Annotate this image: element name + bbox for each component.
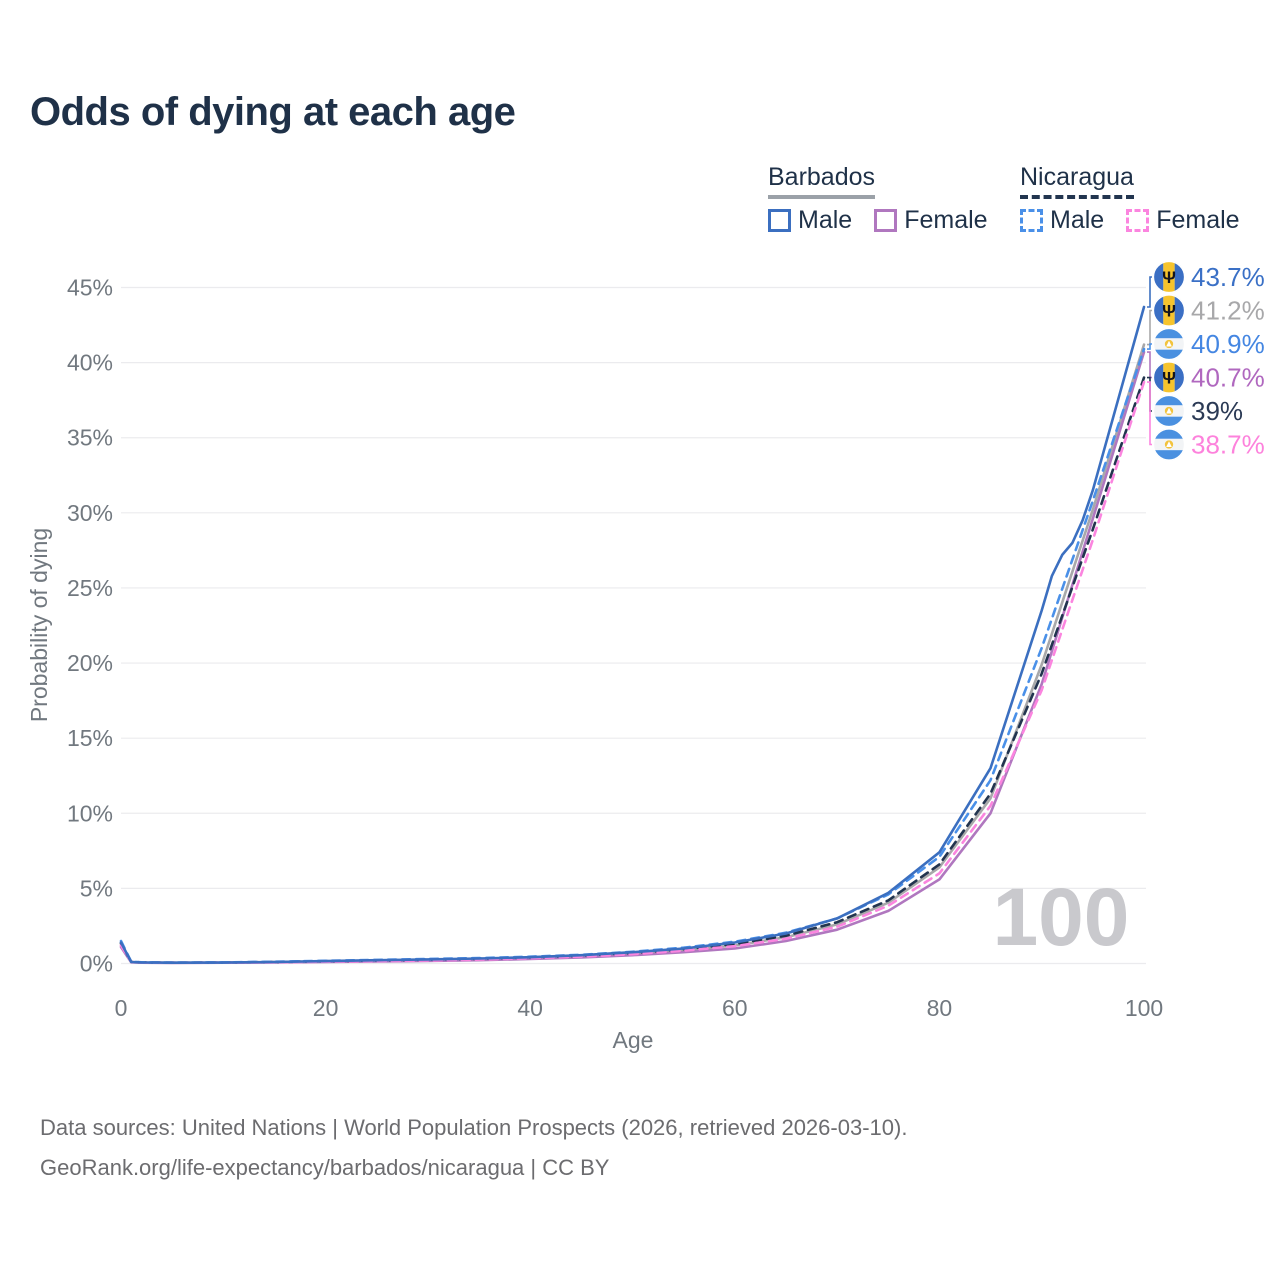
x-tick-label: 20 (313, 995, 339, 1021)
legend-item-barbados-male[interactable]: Male (768, 206, 852, 235)
legend-item-nicaragua-male[interactable]: Male (1020, 206, 1104, 235)
leader-line-bf (1147, 351, 1152, 379)
legend-label-barbados-male: Male (798, 206, 853, 234)
series-line-nf (119, 380, 1146, 964)
legend-swatch-nicaragua-female[interactable] (1126, 209, 1150, 232)
y-tick-label: 15% (67, 725, 113, 751)
x-tick-label: 100 (1125, 995, 1163, 1021)
leader-line-bt (1147, 309, 1152, 346)
source-attribution: Data sources: United Nations | World Pop… (40, 1108, 907, 1188)
y-tick-label: 40% (67, 350, 113, 376)
leader-line-bm (1147, 276, 1152, 308)
legend-group-nicaragua: Nicaragua Male Female (1020, 163, 1240, 235)
legend-label-barbados-female: Female (904, 206, 988, 234)
flag-icon-barbados (1152, 361, 1186, 395)
x-tick-label: 40 (517, 995, 543, 1021)
end-value-label-bt: 41.2% (1191, 296, 1265, 326)
watermark-age-100: 100 (993, 872, 1130, 963)
y-tick-label: 0% (80, 951, 113, 977)
flag-icon-barbados (1152, 294, 1186, 328)
leader-line-nf (1147, 381, 1152, 446)
source-line-2: GeoRank.org/life-expectancy/barbados/nic… (40, 1155, 610, 1180)
end-value-label-nm: 40.9% (1191, 329, 1265, 359)
flag-icon-nicaragua (1152, 428, 1186, 462)
page-title: Odds of dying at each age (30, 90, 516, 134)
x-tick-label: 60 (722, 995, 748, 1021)
y-tick-label: 20% (67, 650, 113, 676)
y-tick-label: 45% (67, 275, 113, 301)
y-tick-label: 25% (67, 575, 113, 601)
legend-group-title-nicaragua[interactable]: Nicaragua (1020, 163, 1134, 199)
gridlines (121, 286, 1146, 965)
legend-group-barbados: Barbados Male Female (768, 163, 988, 235)
flag-icon-nicaragua (1152, 394, 1186, 428)
y-tick-label: 30% (67, 500, 113, 526)
y-tick-label: 5% (80, 875, 113, 901)
y-axis-title: Probability of dying (26, 528, 52, 722)
end-value-label-nt: 39% (1191, 396, 1243, 426)
x-axis-title: Age (613, 1027, 654, 1053)
axis-ticks: 0% 5% 10% 15% 20% 25% 30% 35% 40% 45% 0 20 40 60 80 100 (67, 275, 1163, 1022)
flag-icon-nicaragua (1152, 327, 1186, 361)
source-line-1: Data sources: United Nations | World Pop… (40, 1115, 908, 1140)
y-tick-label: 10% (67, 800, 113, 826)
series-line-nm (119, 347, 1146, 964)
end-labels: 43.7% 41.2%40.9% 40.7%39% 38.7% (1147, 260, 1265, 462)
legend-label-nicaragua-female: Female (1156, 206, 1240, 234)
legend-group-title-barbados[interactable]: Barbados (768, 163, 876, 199)
x-tick-label: 80 (927, 995, 953, 1021)
series-line-nt (119, 376, 1146, 964)
series-lines (119, 305, 1146, 965)
end-value-label-bm: 43.7% (1191, 262, 1265, 292)
flag-icon-barbados (1152, 260, 1186, 294)
legend-item-barbados-female[interactable]: Female (874, 206, 988, 235)
leader-line-nm (1147, 343, 1152, 350)
end-value-label-bf: 40.7% (1191, 363, 1265, 393)
legend-swatch-barbados-female[interactable] (874, 209, 898, 232)
series-line-bm (119, 305, 1146, 964)
legend-swatch-barbados-male[interactable] (768, 209, 791, 232)
series-line-bf (119, 350, 1146, 965)
end-value-label-nf: 38.7% (1191, 430, 1265, 460)
legend-item-nicaragua-female[interactable]: Female (1126, 206, 1240, 235)
legend-label-nicaragua-male: Male (1050, 206, 1105, 234)
x-tick-label: 0 (115, 995, 128, 1021)
y-tick-label: 35% (67, 425, 113, 451)
legend-swatch-nicaragua-male[interactable] (1020, 209, 1043, 232)
